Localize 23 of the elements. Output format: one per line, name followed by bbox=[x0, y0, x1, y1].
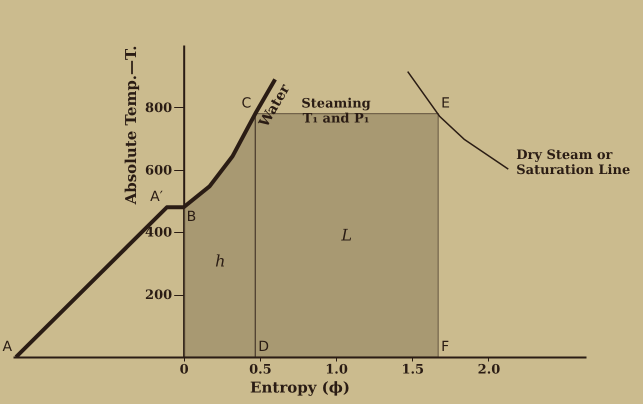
y-tick-label: 200 bbox=[145, 288, 172, 304]
y-axis-title: Absolute Temp.—T. bbox=[122, 46, 140, 206]
line-series bbox=[406, 70, 510, 170]
annotation: C bbox=[242, 96, 252, 112]
x-axis-title: Entropy (ϕ) bbox=[250, 378, 350, 396]
annotation: F bbox=[441, 339, 450, 355]
annotation: E bbox=[441, 96, 450, 112]
x-tick-label: 1.5 bbox=[401, 362, 424, 378]
annotation: A bbox=[2, 339, 12, 355]
x-tick-label: 0.5 bbox=[249, 362, 272, 378]
annotation: A′ bbox=[150, 189, 163, 206]
x-tick-label: 0 bbox=[180, 362, 189, 378]
series-label: Dry Steam or Saturation Line bbox=[516, 148, 630, 178]
series-label: L bbox=[340, 225, 352, 244]
x-tick-label: 2.0 bbox=[478, 362, 500, 378]
series-label: h bbox=[215, 251, 226, 270]
y-tick-label: 600 bbox=[145, 163, 172, 178]
annotation: B bbox=[186, 209, 196, 226]
y-tick-label: 800 bbox=[145, 100, 172, 116]
annotation: D bbox=[258, 339, 270, 355]
y-tick-label: 400 bbox=[145, 226, 172, 241]
x-tick-label: 1.0 bbox=[325, 362, 348, 378]
annotation: Steaming T₁ and P₁ bbox=[301, 96, 371, 127]
